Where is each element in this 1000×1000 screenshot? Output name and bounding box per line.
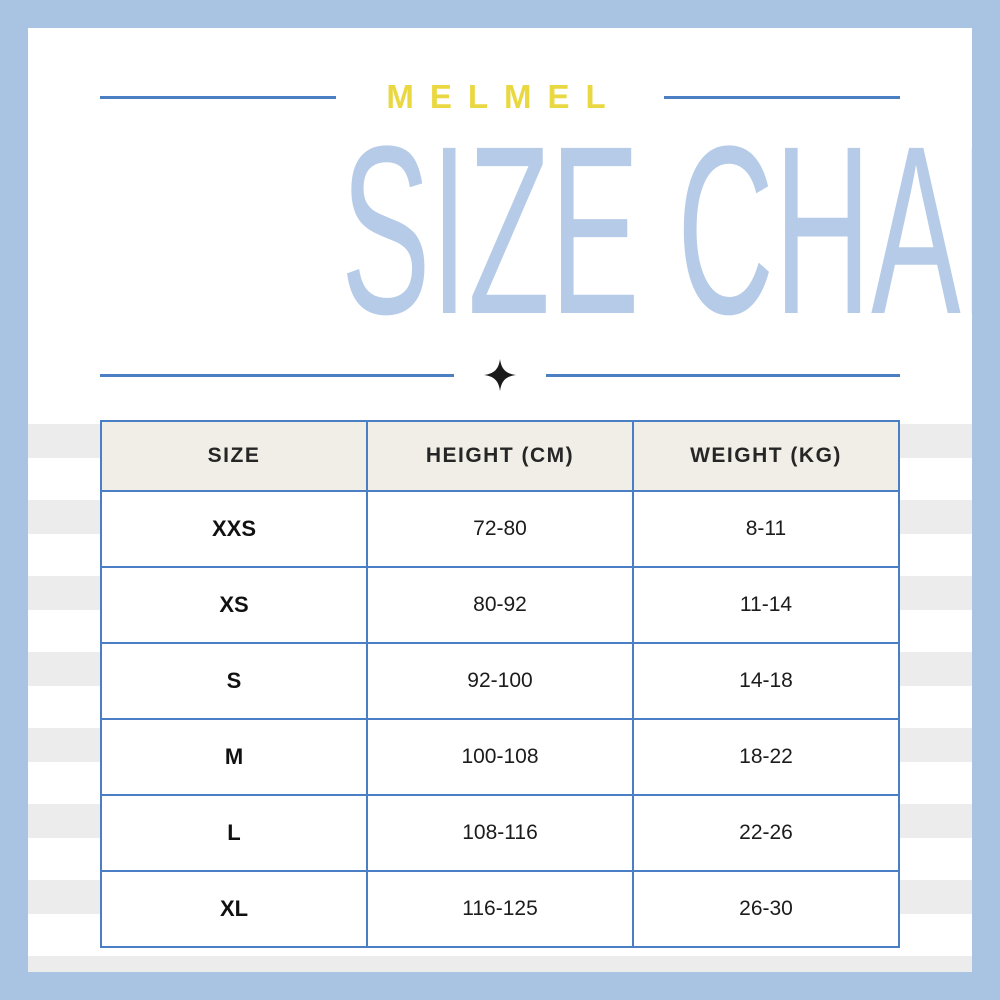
cell-weight: 14-18 [632,642,900,720]
poster-inner: MELMEL SIZE CHART SIZE HEIGHT (CM) WEIGH… [28,28,972,972]
cell-weight: 22-26 [632,794,900,872]
brand-rule-right [663,95,901,99]
divider-rule-left [100,373,454,377]
title-divider [100,358,900,392]
cell-size: XL [100,870,368,948]
table-row: M 100-108 18-22 [100,718,900,796]
sparkle-icon [484,359,516,391]
cell-size: M [100,718,368,796]
cell-height: 92-100 [366,642,634,720]
table-row: XXS 72-80 8-11 [100,490,900,568]
page-title: SIZE CHART [28,110,972,350]
table-row: S 92-100 14-18 [100,642,900,720]
column-header-height: HEIGHT (CM) [366,420,634,492]
table-row: XL 116-125 26-30 [100,870,900,948]
brand-rule-left [100,95,337,99]
table-row: L 108-116 22-26 [100,794,900,872]
column-header-weight: WEIGHT (KG) [632,420,900,492]
cell-weight: 18-22 [632,718,900,796]
cell-size: L [100,794,368,872]
header-row: SIZE HEIGHT (CM) WEIGHT (KG) [100,420,900,492]
page-title-text: SIZE CHART [340,96,972,364]
brand-row: MELMEL [100,78,901,116]
divider-rule-right [546,373,900,377]
cell-height: 72-80 [366,490,634,568]
cell-size: S [100,642,368,720]
cell-height: 80-92 [366,566,634,644]
cell-size: XXS [100,490,368,568]
table-row: XS 80-92 11-14 [100,566,900,644]
brand-name: MELMEL [386,78,622,115]
size-chart-table: SIZE HEIGHT (CM) WEIGHT (KG) XXS 72-80 8… [100,420,900,948]
cell-weight: 8-11 [632,490,900,568]
cell-height: 100-108 [366,718,634,796]
cell-height: 116-125 [366,870,634,948]
column-header-size: SIZE [100,420,368,492]
cell-weight: 26-30 [632,870,900,948]
cell-weight: 11-14 [632,566,900,644]
cell-height: 108-116 [366,794,634,872]
cell-size: XS [100,566,368,644]
